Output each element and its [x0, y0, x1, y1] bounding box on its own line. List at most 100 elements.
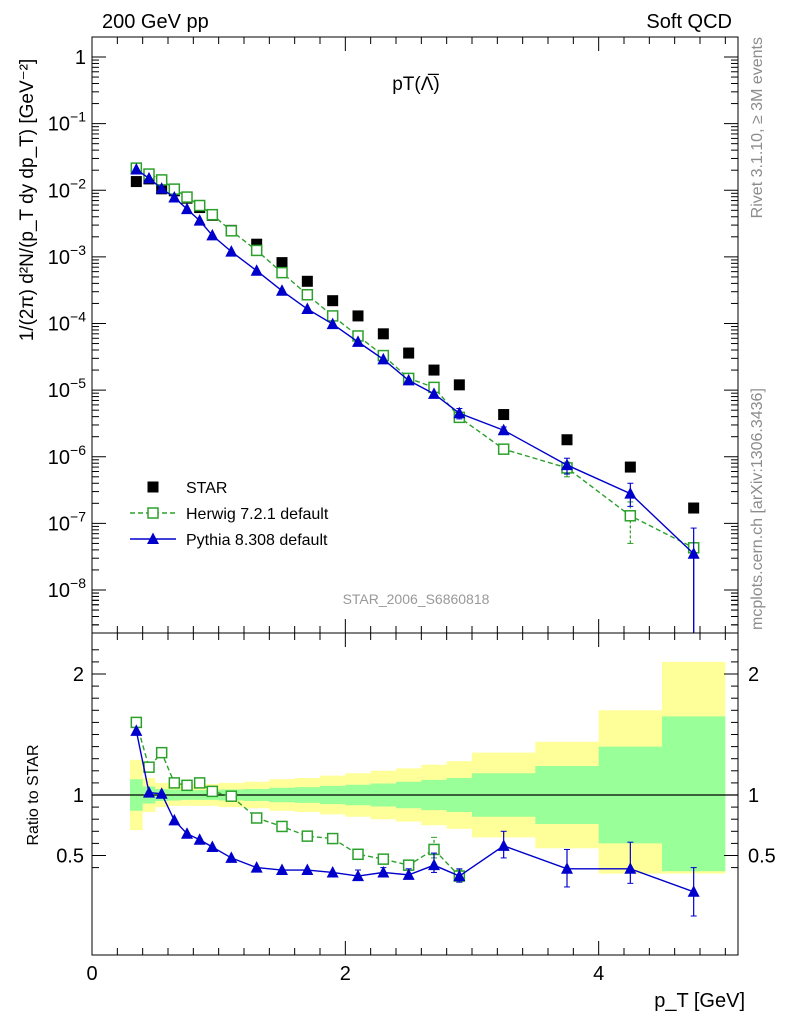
- data-point: [130, 162, 143, 175]
- legend: STAR Herwig 7.2.1 default Pythia 8.308 def…: [130, 480, 329, 549]
- data-point: [276, 820, 288, 833]
- data-point: [251, 238, 263, 250]
- data-point: [155, 746, 168, 759]
- y-tick-label: 10−6: [48, 442, 86, 469]
- data-point: [301, 302, 314, 315]
- x-tick-label: 0: [86, 963, 97, 985]
- data-point: [624, 510, 637, 522]
- data-point: [155, 182, 168, 194]
- data-point: [168, 190, 181, 203]
- data-point: [352, 848, 364, 861]
- data-point: [147, 532, 159, 544]
- y-tick-label: 1: [75, 47, 86, 69]
- data-point: [193, 199, 206, 212]
- data-point: [193, 833, 206, 845]
- ratio-y-tick-label: 0.5: [56, 846, 84, 868]
- data-point: [301, 289, 314, 301]
- top-axis-ticks: 10−8 10−7 10−6 10−5 10−4 10−3 10−2 10−1 1: [48, 37, 738, 633]
- data-point: [428, 387, 440, 399]
- legend-item: Herwig 7.2.1 default: [130, 506, 329, 523]
- series-ratio-1: [130, 724, 700, 917]
- ratio-axis-ticks: 0 2 4 0.5 0.5 1 1 2 2: [56, 633, 776, 985]
- top-series-layer: [130, 162, 700, 633]
- data-point: [206, 785, 219, 798]
- data-point: [352, 869, 364, 882]
- rivet-version-label: Rivet 3.1.10, ≥ 3M events: [749, 37, 766, 218]
- data-point: [453, 869, 466, 882]
- y-tick-label: 10−8: [48, 575, 86, 602]
- data-point: [453, 406, 466, 419]
- data-point: [225, 790, 238, 802]
- data-point: [250, 861, 263, 873]
- data-point: [453, 379, 465, 391]
- header-right: Soft QCD: [646, 11, 732, 33]
- data-point: [688, 502, 700, 514]
- data-point: [498, 409, 510, 421]
- x-tick-label: 4: [593, 963, 604, 985]
- data-point: [561, 862, 573, 874]
- legend-label: Pythia 8.308 default: [186, 532, 328, 549]
- ratio-y-tick-label: 1: [748, 785, 759, 807]
- ratio-y-tick-label: 2: [748, 664, 759, 686]
- legend-item: STAR: [147, 480, 227, 497]
- data-point: [377, 352, 390, 365]
- data-point: [377, 865, 390, 878]
- data-point: [497, 443, 510, 455]
- series-top-0: [130, 173, 700, 514]
- data-point: [250, 812, 263, 824]
- data-point: [276, 863, 288, 876]
- data-point: [402, 868, 415, 880]
- data-point: [206, 840, 219, 853]
- legend-label: STAR: [186, 480, 227, 497]
- analysis-label: STAR_2006_S6860818: [343, 591, 490, 607]
- data-point: [403, 347, 415, 359]
- data-point: [181, 827, 193, 839]
- data-point: [225, 851, 238, 863]
- data-point: [225, 225, 238, 237]
- data-point: [301, 275, 313, 287]
- data-point: [130, 724, 143, 736]
- ratio-y-axis-label: Ratio to STAR: [25, 744, 42, 845]
- x-tick-label: 2: [340, 963, 351, 985]
- data-point: [193, 777, 206, 789]
- data-point: [250, 264, 263, 276]
- y-tick-label: 10−7: [48, 508, 86, 535]
- series-top-2: [130, 162, 700, 633]
- data-point: [377, 328, 389, 340]
- y-tick-label: 10−2: [48, 175, 86, 202]
- data-point: [147, 507, 159, 519]
- data-point: [276, 284, 288, 296]
- data-point: [181, 191, 193, 203]
- data-point: [301, 830, 314, 842]
- data-point: [168, 813, 181, 826]
- y-tick-label: 10−1: [48, 109, 86, 136]
- data-point: [155, 787, 168, 799]
- data-point: [352, 310, 364, 322]
- data-point: [250, 244, 263, 257]
- plot-title: pT(Λ̅): [392, 74, 440, 95]
- data-point: [276, 257, 288, 269]
- data-point: [497, 423, 510, 436]
- stat-uncertainty-band: [130, 716, 726, 872]
- data-point: [497, 839, 510, 851]
- data-point: [326, 832, 339, 845]
- data-point: [326, 865, 339, 878]
- data-point: [561, 434, 573, 446]
- data-point: [624, 461, 636, 473]
- x-axis-label: p_T [GeV]: [654, 990, 745, 1012]
- data-point: [225, 245, 238, 257]
- legend-label: Herwig 7.2.1 default: [186, 506, 329, 523]
- series-ratio-0: [130, 716, 466, 883]
- y-tick-label: 10−4: [48, 309, 86, 336]
- data-point: [181, 202, 193, 215]
- ratio-uncertainty-bands: [130, 661, 726, 874]
- data-point: [561, 458, 573, 471]
- ratio-series-layer: [130, 716, 700, 917]
- data-point: [377, 853, 390, 865]
- data-point: [687, 547, 700, 559]
- data-point: [327, 295, 339, 307]
- data-point: [301, 863, 314, 876]
- mcplots-source-label: mcplots.cern.ch [arXiv:1306.3436]: [749, 388, 766, 630]
- y-tick-label: 10−5: [48, 375, 86, 402]
